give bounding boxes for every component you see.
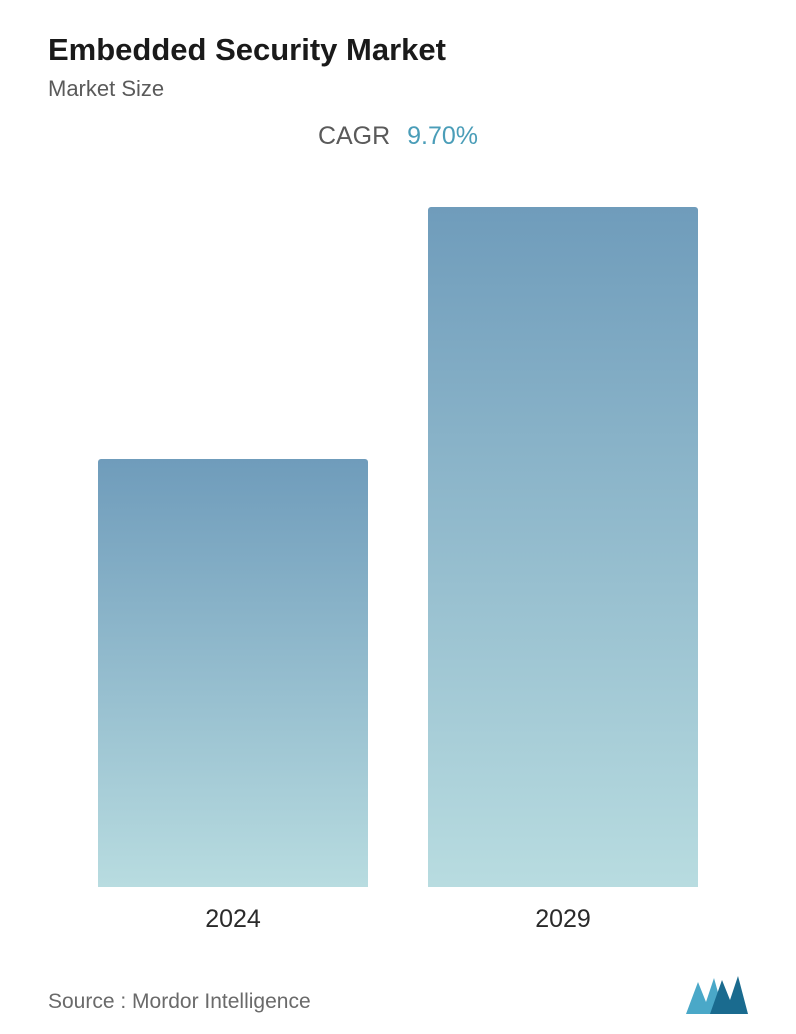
- cagr-row: CAGR 9.70%: [48, 122, 748, 151]
- chart-title: Embedded Security Market: [48, 32, 748, 68]
- footer: Source : Mordor Intelligence: [48, 964, 748, 1014]
- bar-wrapper: 2029: [428, 207, 698, 934]
- cagr-label: CAGR: [318, 122, 390, 150]
- chart-area: 2024 2029: [48, 191, 748, 934]
- source-text: Source : Mordor Intelligence: [48, 990, 311, 1014]
- chart-subtitle: Market Size: [48, 76, 748, 102]
- bar-label: 2024: [205, 905, 261, 934]
- cagr-value: 9.70%: [407, 122, 478, 150]
- chart-bar: [98, 459, 368, 887]
- bar-wrapper: 2024: [98, 459, 368, 934]
- chart-bar: [428, 207, 698, 887]
- bar-label: 2029: [535, 905, 591, 934]
- mordor-logo-icon: [686, 974, 748, 1014]
